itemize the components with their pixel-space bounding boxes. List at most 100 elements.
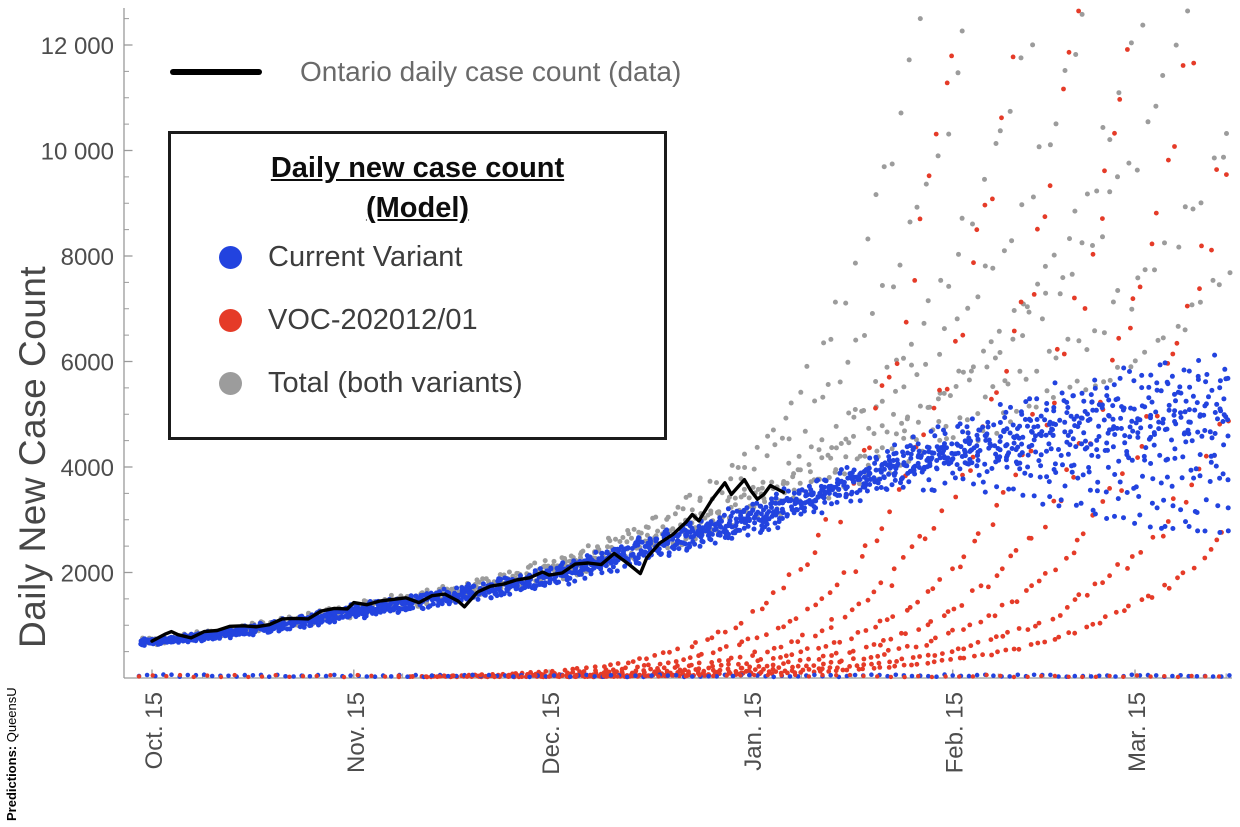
current-variant-point	[1034, 417, 1040, 422]
voc-point	[990, 196, 995, 202]
voc-point	[1097, 620, 1103, 626]
current-variant-point	[1104, 393, 1110, 399]
voc-point	[946, 630, 951, 636]
y-tick-label: 4000	[61, 455, 114, 482]
total-point	[1107, 137, 1113, 143]
voc-point	[974, 227, 980, 233]
voc-point	[868, 655, 874, 660]
x-tick-label: Feb. 15	[942, 692, 969, 773]
current-variant-point	[775, 525, 781, 531]
total-point	[843, 436, 849, 442]
voc-point	[1072, 597, 1078, 602]
voc-point	[1130, 296, 1136, 302]
current-variant-point	[866, 465, 872, 471]
total-point	[950, 435, 956, 441]
voc-point	[705, 637, 710, 642]
voc-point	[1052, 673, 1058, 679]
voc-point	[882, 652, 887, 657]
voc-point	[886, 665, 892, 670]
current-variant-point	[1135, 434, 1141, 440]
total-point	[1173, 42, 1179, 48]
current-variant-point	[936, 447, 942, 453]
total-point	[650, 515, 656, 521]
current-variant-point	[697, 527, 703, 533]
voc-point	[798, 670, 804, 675]
current-variant-point	[543, 674, 549, 679]
current-variant-point	[991, 673, 996, 678]
current-variant-point	[1217, 385, 1223, 391]
voc-point	[975, 639, 981, 645]
voc-point	[710, 663, 715, 669]
current-variant-point	[1157, 452, 1163, 458]
current-variant-point	[1068, 429, 1074, 435]
total-point	[578, 549, 584, 555]
total-point	[1001, 248, 1007, 254]
x-tick-label: Jan. 15	[740, 692, 767, 771]
current-variant-point	[837, 470, 843, 476]
current-variant-point	[872, 460, 878, 466]
current-variant-point	[885, 449, 890, 454]
voc-point	[961, 627, 966, 632]
current-variant-point	[834, 499, 840, 505]
total-point	[719, 490, 725, 496]
current-variant-point	[954, 441, 960, 447]
current-variant-point	[936, 452, 942, 458]
voc-point	[665, 660, 671, 666]
voc-point	[1056, 634, 1062, 640]
current-variant-point	[435, 596, 441, 602]
current-variant-point	[1067, 442, 1073, 448]
total-point	[1140, 22, 1146, 28]
voc-point	[505, 673, 511, 678]
current-variant-point	[1173, 398, 1178, 404]
total-point	[1182, 327, 1188, 333]
current-variant-point	[984, 469, 990, 475]
current-variant-point	[773, 495, 779, 501]
voc-point	[867, 445, 872, 451]
voc-point	[939, 657, 945, 663]
voc-point	[914, 661, 920, 667]
total-point	[786, 460, 792, 466]
voc-point	[1217, 421, 1223, 427]
current-variant-point	[881, 474, 887, 480]
current-variant-point	[676, 546, 682, 552]
legend-item-total: Total (both variants)	[219, 367, 664, 400]
total-point	[1126, 160, 1132, 166]
current-variant-point	[584, 672, 589, 678]
current-variant-point	[1199, 433, 1205, 439]
current-variant-point	[889, 482, 895, 488]
current-variant-point	[960, 476, 966, 482]
current-variant-point	[1095, 479, 1101, 485]
voc-point	[904, 643, 910, 649]
total-point	[938, 277, 944, 283]
total-point	[1198, 200, 1204, 206]
voc-point	[1008, 553, 1014, 559]
voc-point	[899, 656, 905, 662]
current-variant-point	[1040, 501, 1046, 507]
total-point	[955, 70, 961, 76]
current-variant-point	[1101, 417, 1107, 423]
current-variant-point	[1004, 452, 1010, 458]
current-variant-point	[874, 456, 880, 462]
current-variant-point	[1050, 427, 1055, 433]
total-point	[970, 221, 975, 227]
current-variant-point	[1129, 457, 1135, 463]
voc-point	[341, 674, 347, 680]
voc-point	[806, 667, 812, 672]
current-variant-point	[1018, 409, 1024, 415]
voc-point	[856, 666, 862, 672]
current-variant-point	[822, 499, 828, 505]
voc-point	[892, 663, 898, 669]
current-variant-point	[532, 568, 538, 574]
current-variant-point	[1026, 444, 1032, 450]
voc-point	[759, 606, 765, 612]
voc-point	[711, 673, 716, 679]
current-variant-point	[1096, 434, 1102, 439]
current-variant-point	[1227, 673, 1232, 678]
current-variant-point	[1138, 425, 1144, 431]
current-variant-point	[822, 477, 827, 483]
legend-items: Current Variant VOC-202012/01 Total (bot…	[171, 241, 664, 400]
current-variant-point	[692, 541, 698, 547]
current-variant-point	[1064, 399, 1070, 405]
voc-point	[693, 640, 698, 645]
current-variant-point	[1079, 441, 1085, 447]
